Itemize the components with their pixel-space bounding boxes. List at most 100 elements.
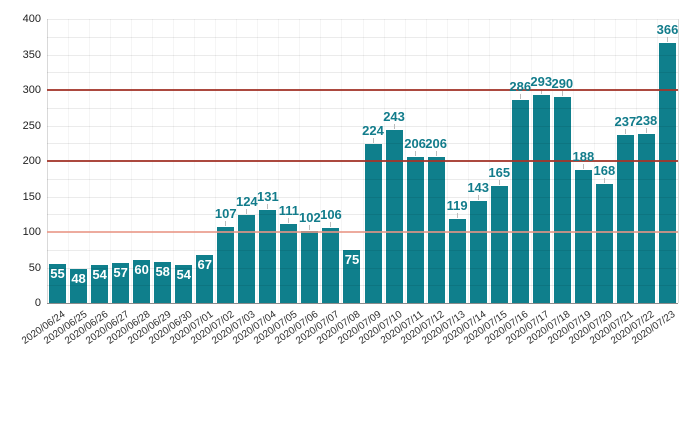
bar-value-label: 131	[256, 188, 279, 204]
vertical-gridline	[551, 19, 553, 303]
bar[interactable]	[301, 230, 319, 303]
vertical-gridline	[446, 19, 448, 303]
bar-value-label: 57	[113, 264, 128, 280]
bar[interactable]	[364, 143, 382, 303]
bar[interactable]	[511, 99, 529, 303]
bar[interactable]	[112, 262, 130, 303]
vertical-gridline	[215, 19, 217, 303]
bar[interactable]	[322, 227, 340, 303]
plot-border	[47, 19, 48, 303]
bar[interactable]	[259, 209, 277, 303]
label-connector-tick	[372, 137, 374, 143]
bar-value-label: 107	[214, 206, 237, 222]
label-connector-tick	[645, 128, 647, 134]
bar-value-label: 293	[530, 73, 553, 89]
bar-value-label: 55	[50, 265, 65, 281]
bar[interactable]	[133, 260, 151, 303]
bar[interactable]	[154, 261, 172, 303]
bar[interactable]	[658, 43, 676, 303]
bar-value-label: 224	[362, 122, 384, 138]
vertical-gridline	[341, 19, 343, 303]
horizontal-gridline	[47, 143, 678, 145]
label-connector-tick	[267, 203, 269, 209]
bar[interactable]	[553, 97, 571, 303]
bar[interactable]	[196, 255, 214, 303]
vertical-gridline	[425, 19, 427, 303]
vertical-gridline	[362, 19, 364, 303]
label-connector-tick	[582, 163, 584, 169]
bar[interactable]	[427, 156, 445, 303]
bar-value-label: 54	[176, 266, 191, 282]
bar-value-label: 119	[446, 197, 468, 213]
bar[interactable]	[469, 201, 487, 303]
vertical-gridline	[152, 19, 154, 303]
y-axis-tick-label: 50	[28, 261, 41, 274]
bar-value-label: 67	[197, 257, 212, 273]
label-connector-tick	[603, 177, 605, 183]
bar[interactable]	[574, 169, 592, 303]
label-connector-tick	[540, 88, 542, 94]
y-axis-tick-label: 0	[34, 297, 41, 309]
bar[interactable]	[217, 227, 235, 303]
label-connector-tick	[561, 91, 563, 97]
bar[interactable]	[448, 218, 466, 303]
y-axis-tick-label: 400	[22, 13, 41, 25]
bar[interactable]	[70, 268, 88, 303]
vertical-gridline	[257, 19, 259, 303]
vertical-gridline	[320, 19, 322, 303]
vertical-gridline	[467, 19, 469, 303]
vertical-gridline	[488, 19, 490, 303]
bar[interactable]	[616, 134, 634, 303]
bar[interactable]	[91, 264, 109, 303]
label-connector-tick	[309, 224, 311, 230]
bar-value-label: 75	[344, 251, 360, 267]
vertical-gridline	[194, 19, 196, 303]
vertical-gridline	[89, 19, 91, 303]
bar[interactable]	[490, 185, 508, 303]
bar[interactable]	[406, 156, 424, 303]
bar-value-label: 48	[71, 270, 86, 286]
bar[interactable]	[637, 134, 655, 303]
bar[interactable]	[280, 224, 298, 303]
x-axis-line	[47, 303, 678, 304]
bar-value-label: 290	[551, 76, 574, 92]
bar-value-label: 143	[467, 180, 490, 196]
y-axis-tick-label: 150	[22, 190, 41, 203]
y-axis-tick-label: 200	[22, 155, 41, 167]
bar[interactable]	[238, 214, 256, 303]
vertical-gridline	[383, 19, 385, 303]
bar-value-label: 168	[593, 162, 616, 178]
vertical-gridline	[404, 19, 406, 303]
bar-value-label: 111	[278, 203, 300, 219]
bar-value-label: 58	[155, 263, 170, 279]
bar-value-label: 243	[383, 109, 405, 125]
y-axis-tick-label: 100	[22, 226, 41, 238]
bar-value-label: 206	[425, 135, 447, 151]
bar-value-label: 286	[509, 78, 532, 94]
bar[interactable]	[49, 263, 67, 303]
bar-value-label: 237	[614, 113, 637, 129]
bar[interactable]	[343, 249, 361, 303]
bar[interactable]	[532, 94, 550, 303]
bar-value-label: 102	[299, 209, 321, 225]
label-connector-tick	[624, 128, 626, 134]
vertical-gridline	[656, 19, 658, 303]
bar-value-label: 366	[656, 22, 679, 38]
bar-value-label: 106	[320, 206, 342, 222]
label-connector-tick	[477, 195, 479, 201]
reference-line	[47, 89, 678, 91]
y-axis-tick-label: 250	[22, 119, 41, 132]
plot-border	[678, 19, 679, 303]
horizontal-gridline	[47, 54, 678, 56]
bar[interactable]	[175, 264, 193, 303]
label-connector-tick	[498, 179, 500, 185]
vertical-gridline	[509, 19, 511, 303]
bar[interactable]	[385, 130, 403, 303]
label-connector-tick	[393, 124, 395, 130]
bar-value-label: 188	[572, 148, 595, 164]
bar[interactable]	[595, 183, 613, 303]
horizontal-gridline	[47, 19, 678, 20]
label-connector-tick	[225, 221, 227, 227]
y-axis-tick-label: 350	[22, 48, 41, 61]
